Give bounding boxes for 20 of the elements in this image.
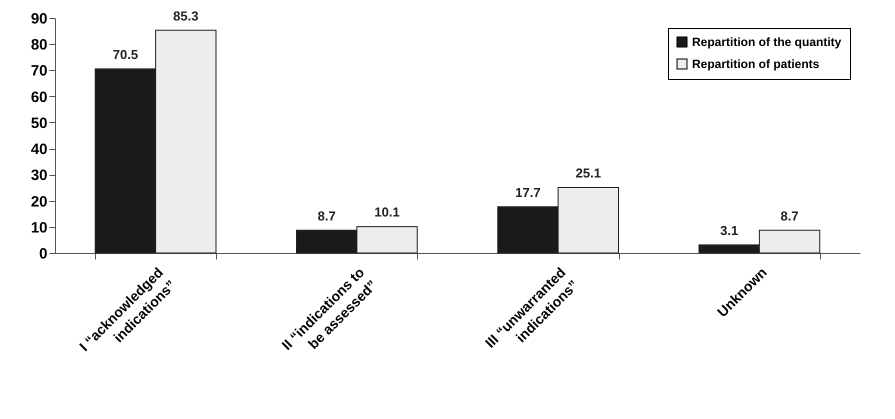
legend-label: Repartition of patients (692, 57, 820, 71)
data-label: 8.7 (318, 208, 336, 224)
data-label: 10.1 (374, 204, 400, 220)
data-label: 85.3 (173, 8, 198, 24)
data-label: 8.7 (780, 208, 799, 224)
y-tick-label: 50 (30, 114, 48, 132)
data-label: 17.7 (515, 184, 541, 200)
y-tick-label: 60 (30, 88, 48, 106)
data-label: 70.5 (112, 46, 138, 62)
y-tick-label: 0 (39, 246, 48, 262)
y-tick-label: 70 (30, 62, 48, 80)
data-label: 3.1 (720, 222, 738, 238)
y-tick-label: 10 (30, 219, 48, 236)
legend-label: Repartition of the quantity (692, 35, 842, 49)
y-tick-label: 30 (30, 167, 48, 184)
y-tick-label: 80 (30, 36, 48, 54)
y-tick-label: 20 (30, 193, 48, 210)
y-tick-label: 40 (30, 141, 48, 158)
y-tick-label: 90 (30, 10, 48, 28)
data-label: 25.1 (576, 165, 601, 180)
